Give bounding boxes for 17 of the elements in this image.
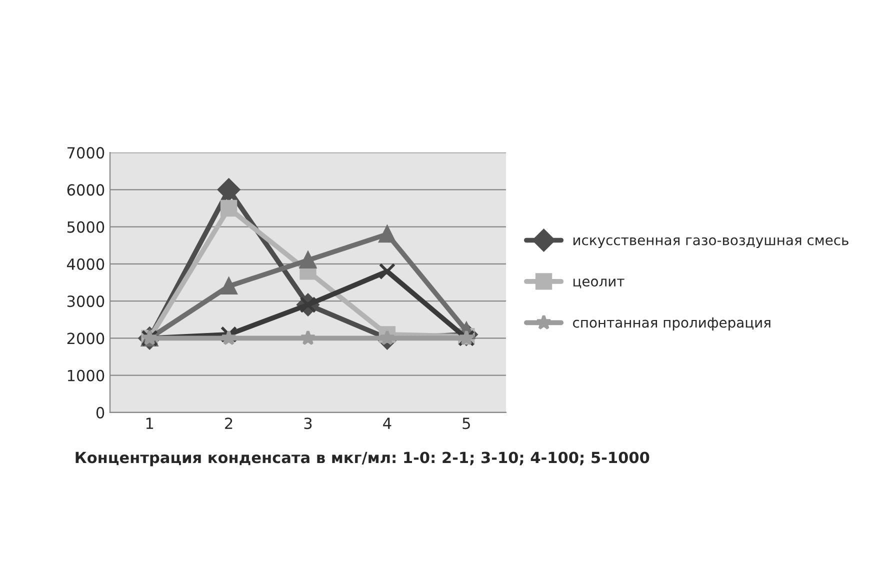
x-tick-label: 2: [225, 418, 232, 429]
legend-label: цеолит: [574, 278, 624, 288]
x-tick-label: 4: [383, 418, 392, 429]
x-axis-title: Концентрация конденсата в мкг/мл: 1-0: 2-1; 3-10; 4-100; 5-1000: [76, 452, 650, 466]
y-tick-label: 5000: [67, 221, 104, 233]
x-tick-label: 5: [462, 418, 470, 430]
y-tick-label: 3000: [67, 296, 104, 308]
legend-label: спонтанная пролиферация: [573, 317, 770, 330]
y-tick-label: 6000: [67, 184, 104, 196]
x-tick-label: 1: [146, 418, 154, 429]
y-tick-label: 2000: [67, 332, 104, 344]
y-tick-label: 0: [96, 406, 104, 418]
y-tick-label: 1000: [68, 370, 104, 382]
legend-label: искусственная газо-воздушная смесь: [574, 237, 848, 248]
y-tick-label: 7000: [68, 147, 104, 159]
y-tick-label: 4000: [67, 258, 104, 270]
x-tick-label: 3: [304, 418, 312, 430]
